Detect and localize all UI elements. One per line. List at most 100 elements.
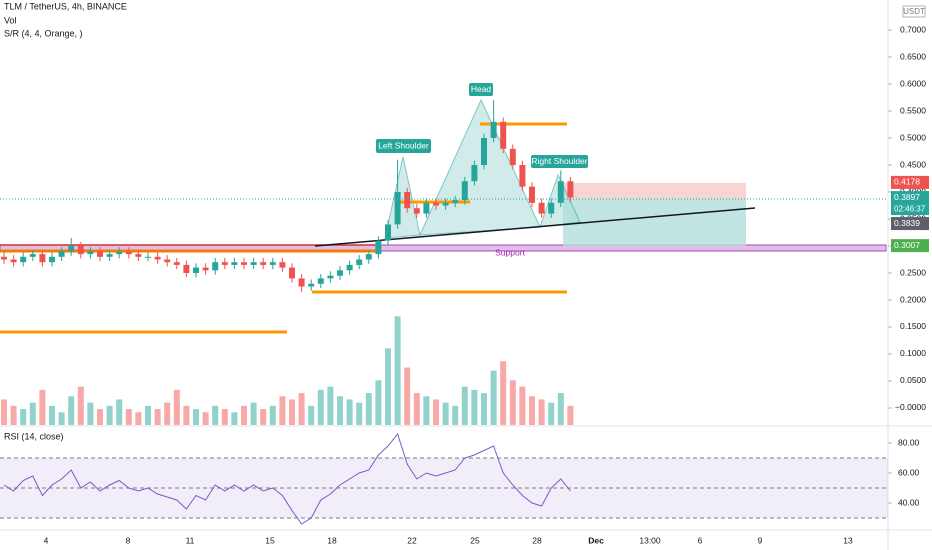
volume-bar	[529, 396, 535, 425]
candle-body	[327, 275, 334, 279]
y-tick-label: 0.0500	[900, 375, 926, 385]
volume-bar	[49, 405, 55, 425]
annotation: Left Shoulder	[378, 140, 429, 150]
candle-body	[241, 262, 247, 265]
candle-body	[125, 251, 132, 255]
candle-body	[106, 254, 113, 257]
currency-box	[902, 5, 926, 18]
volume-bar	[509, 380, 516, 425]
candle-body	[212, 262, 219, 271]
candle-body	[375, 240, 382, 255]
volume-bar	[39, 389, 46, 425]
x-tick-label: 28	[532, 535, 542, 545]
candle-body	[202, 267, 209, 271]
symbol: TLM / TetherUS, 4h, BINANCE	[4, 1, 127, 11]
candle-body	[116, 251, 123, 255]
volume-bar	[365, 393, 372, 425]
candle-body	[442, 202, 449, 206]
candle-body	[481, 138, 487, 166]
x-tick-label: 8	[126, 535, 131, 545]
x-tick-label: 13:00	[639, 535, 661, 545]
label-box	[376, 139, 431, 153]
volume-bar	[77, 386, 84, 425]
y-tick-label: 80.00	[898, 437, 920, 447]
candle-body	[567, 181, 574, 198]
candle-body	[452, 200, 459, 203]
volume-bar	[394, 316, 401, 425]
volume-bar	[97, 409, 103, 425]
candle-body	[135, 254, 142, 257]
candle-body	[250, 262, 257, 265]
candle-body	[279, 262, 286, 268]
volume-bar	[269, 405, 276, 425]
x-tick-label: 22	[407, 535, 417, 545]
y-tick-label: 0.1000	[900, 348, 926, 358]
candle-body	[39, 254, 46, 263]
volume-bar	[164, 402, 171, 425]
volume-bar	[106, 405, 113, 425]
candle-body	[10, 259, 17, 263]
volume-bar	[519, 386, 526, 425]
countdown-bg	[891, 204, 929, 216]
candle-body	[461, 181, 468, 201]
volume-bar	[116, 399, 123, 425]
volume-bar	[308, 405, 315, 425]
volume-bar	[250, 402, 257, 425]
volume-bar	[538, 399, 545, 425]
volume-bar	[183, 405, 190, 425]
volume-bar	[423, 396, 430, 425]
volume-bar	[145, 405, 151, 425]
candle-body	[289, 267, 295, 279]
volume-bar	[193, 409, 199, 425]
y-tick-label: 0.5000	[900, 132, 926, 142]
price-tag-label: 0.3839	[894, 218, 920, 228]
candle-body	[404, 192, 411, 209]
x-tick-label: 18	[327, 535, 337, 545]
label-box	[469, 83, 493, 96]
y-tick-label: 0.5500	[900, 105, 926, 115]
volume-bar	[356, 402, 363, 425]
volume-bar	[471, 389, 478, 425]
x-tick-label: 6	[698, 535, 703, 545]
volume-bar	[87, 402, 94, 425]
candle-body	[260, 262, 267, 265]
volume-bar	[337, 396, 343, 425]
annotation: Support	[495, 247, 525, 257]
volume-bar	[212, 405, 219, 425]
candle-body	[193, 267, 199, 274]
candle-body	[164, 259, 171, 263]
candle-body	[548, 202, 555, 214]
volume-bar	[404, 367, 411, 425]
candle-body	[317, 278, 324, 284]
candle-body	[87, 251, 94, 255]
support-zone	[0, 244, 887, 252]
y-tick-label: 0.6500	[900, 51, 926, 61]
rsi-line	[3, 432, 571, 525]
candle-body	[97, 251, 103, 257]
price-tag-label: 0.3007	[894, 240, 920, 250]
price-tag-label: 0.4178	[894, 177, 920, 187]
candle-body	[298, 278, 305, 287]
candle-body	[29, 254, 36, 257]
candle-body	[509, 148, 516, 166]
volume-bar	[289, 399, 295, 425]
countdown: 02:46:37	[894, 205, 926, 214]
candle-body	[221, 262, 228, 265]
y-tick-label: 60.00	[898, 467, 920, 477]
volume-bar	[442, 402, 449, 425]
indicator-label: S/R (4, 4, Orange, )	[4, 28, 83, 38]
candle-body	[145, 256, 151, 258]
volume-bar	[461, 386, 468, 425]
volume-bar	[125, 409, 132, 425]
candle-body	[173, 262, 180, 265]
candle-body	[529, 186, 535, 203]
candle-body	[183, 264, 190, 274]
volume-bar	[385, 348, 391, 425]
x-tick-label: Dec	[588, 535, 604, 545]
volume-bar	[221, 409, 228, 425]
price-tag	[891, 175, 929, 189]
candle-body	[58, 251, 65, 257]
candle-body	[413, 208, 420, 214]
price-tag-label: 0.3897	[894, 192, 920, 202]
candle-body	[231, 262, 238, 265]
